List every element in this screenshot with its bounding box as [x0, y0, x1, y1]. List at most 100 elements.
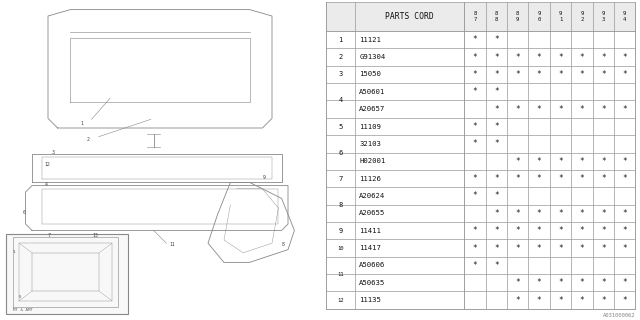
- Text: *: *: [473, 70, 477, 79]
- Text: *: *: [579, 105, 584, 114]
- Text: 9: 9: [339, 228, 342, 234]
- Text: A20657: A20657: [359, 106, 385, 112]
- Text: 4: 4: [339, 98, 342, 103]
- Text: *: *: [515, 105, 520, 114]
- Text: 8
8: 8 8: [495, 11, 498, 21]
- Text: *: *: [515, 278, 520, 287]
- Text: 9
1: 9 1: [559, 11, 562, 21]
- Text: *: *: [515, 226, 520, 235]
- Text: A50606: A50606: [359, 262, 385, 268]
- Text: *: *: [515, 174, 520, 183]
- Text: *: *: [622, 70, 627, 79]
- Text: *: *: [579, 52, 584, 61]
- FancyBboxPatch shape: [6, 234, 128, 314]
- Text: *: *: [515, 244, 520, 252]
- Text: 9: 9: [262, 175, 265, 180]
- Text: *: *: [494, 226, 499, 235]
- Text: *: *: [622, 296, 627, 305]
- Text: 1: 1: [339, 37, 342, 43]
- Text: *: *: [473, 87, 477, 96]
- Text: *: *: [537, 70, 541, 79]
- Text: *: *: [601, 174, 605, 183]
- Text: *: *: [558, 296, 563, 305]
- Text: 11417: 11417: [359, 245, 381, 251]
- Text: *: *: [579, 209, 584, 218]
- Text: A031000062: A031000062: [603, 313, 636, 318]
- Text: 9
3: 9 3: [602, 11, 605, 21]
- Text: *: *: [494, 174, 499, 183]
- Text: *: *: [579, 244, 584, 252]
- Text: *: *: [579, 70, 584, 79]
- Text: 12: 12: [337, 298, 344, 303]
- Text: *: *: [622, 52, 627, 61]
- Text: 11121: 11121: [359, 37, 381, 43]
- Text: *: *: [494, 261, 499, 270]
- Text: PARTS CORD: PARTS CORD: [385, 12, 434, 21]
- Text: *: *: [622, 174, 627, 183]
- Text: 9
0: 9 0: [538, 11, 541, 21]
- Text: 32103: 32103: [359, 141, 381, 147]
- Text: 9
4: 9 4: [623, 11, 626, 21]
- Text: *: *: [601, 105, 605, 114]
- Text: A20624: A20624: [359, 193, 385, 199]
- Text: *: *: [601, 70, 605, 79]
- Text: *: *: [537, 278, 541, 287]
- Text: *: *: [601, 244, 605, 252]
- Text: *: *: [601, 226, 605, 235]
- Text: *: *: [601, 278, 605, 287]
- Text: 8: 8: [282, 243, 284, 247]
- Text: *: *: [558, 278, 563, 287]
- FancyBboxPatch shape: [326, 2, 636, 31]
- Text: *: *: [537, 226, 541, 235]
- Text: 12: 12: [45, 163, 51, 167]
- Text: *: *: [515, 70, 520, 79]
- Text: 5: 5: [339, 124, 342, 130]
- Text: 6: 6: [339, 149, 342, 156]
- Text: 11135: 11135: [359, 297, 381, 303]
- Text: *: *: [579, 296, 584, 305]
- Text: *: *: [558, 105, 563, 114]
- Text: *: *: [558, 244, 563, 252]
- Text: *: *: [579, 157, 584, 166]
- Text: G91304: G91304: [359, 54, 385, 60]
- Text: MT & AMT: MT & AMT: [13, 308, 33, 312]
- Text: *: *: [473, 261, 477, 270]
- Text: 11411: 11411: [359, 228, 381, 234]
- Text: *: *: [622, 105, 627, 114]
- Text: *: *: [622, 278, 627, 287]
- Text: 15050: 15050: [359, 71, 381, 77]
- Text: *: *: [473, 35, 477, 44]
- Text: 3: 3: [339, 71, 342, 77]
- Text: *: *: [601, 209, 605, 218]
- Text: *: *: [579, 174, 584, 183]
- Text: H02001: H02001: [359, 158, 385, 164]
- Text: 2: 2: [339, 54, 342, 60]
- Text: *: *: [558, 157, 563, 166]
- Text: 11: 11: [170, 243, 175, 247]
- Text: *: *: [622, 157, 627, 166]
- Text: *: *: [494, 191, 499, 200]
- Text: *: *: [579, 226, 584, 235]
- Text: *: *: [622, 244, 627, 252]
- Text: 2: 2: [86, 137, 89, 142]
- Text: *: *: [537, 244, 541, 252]
- Text: 8: 8: [339, 202, 342, 208]
- Text: 8
9: 8 9: [516, 11, 519, 21]
- Text: *: *: [494, 140, 499, 148]
- Text: 13: 13: [93, 233, 99, 238]
- Text: 11109: 11109: [359, 124, 381, 130]
- Text: *: *: [537, 209, 541, 218]
- Text: *: *: [494, 70, 499, 79]
- Text: A20655: A20655: [359, 210, 385, 216]
- Text: 4: 4: [45, 181, 47, 187]
- Text: 1: 1: [13, 250, 15, 254]
- Text: *: *: [601, 157, 605, 166]
- Text: A50601: A50601: [359, 89, 385, 95]
- Text: 11126: 11126: [359, 176, 381, 181]
- Text: *: *: [558, 209, 563, 218]
- Text: *: *: [601, 52, 605, 61]
- Text: *: *: [494, 35, 499, 44]
- Text: *: *: [473, 52, 477, 61]
- Text: *: *: [622, 209, 627, 218]
- Text: *: *: [579, 278, 584, 287]
